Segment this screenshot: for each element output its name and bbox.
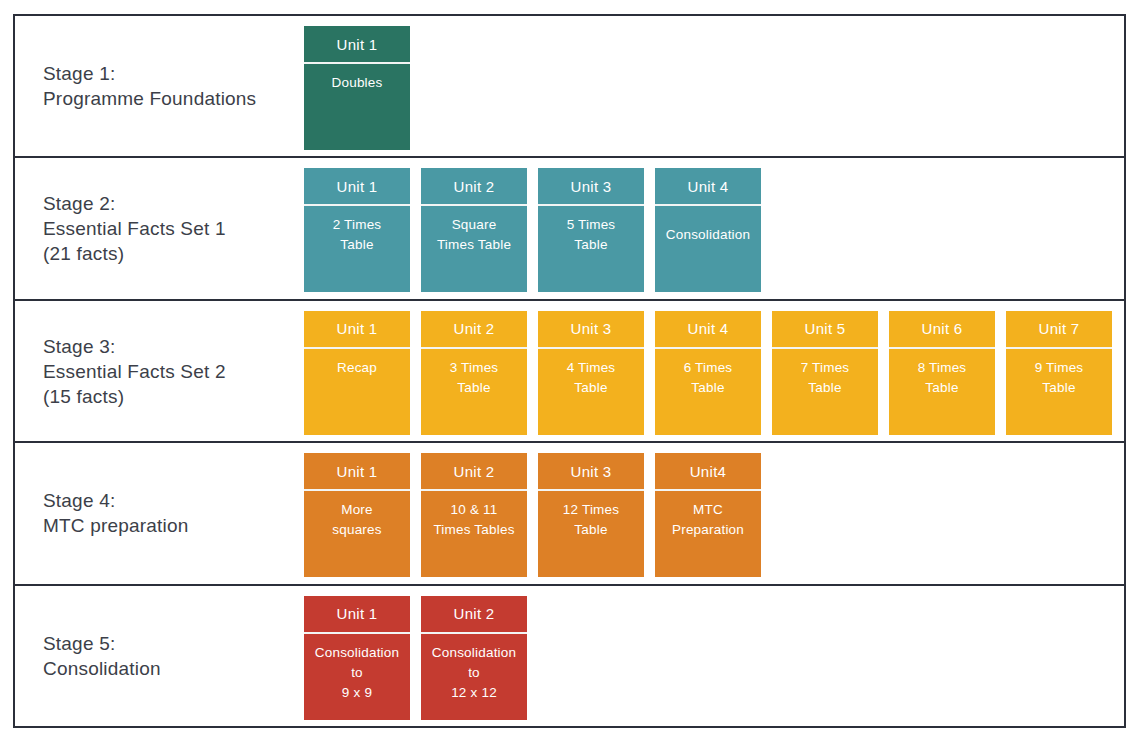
- stage-1-label: Stage 1: Programme Foundations: [43, 61, 256, 111]
- stage-row-3: Stage 3: Essential Facts Set 2 (15 facts…: [15, 301, 1124, 443]
- stage-row-1: Stage 1: Programme Foundations Unit 1 Do…: [15, 16, 1124, 158]
- unit-body: 10 & 11 Times Tables: [421, 491, 527, 540]
- unit-card-stage4-unit4: Unit4 MTC Preparation: [655, 453, 761, 577]
- programme-overview-diagram: Stage 1: Programme Foundations Unit 1 Do…: [0, 0, 1140, 748]
- unit-header: Unit 3: [538, 168, 644, 206]
- unit-card-stage2-unit1: Unit 1 2 Times Table: [304, 168, 410, 292]
- unit-header: Unit 2: [421, 453, 527, 491]
- stage-5-units: Unit 1 Consolidation to 9 x 9 Unit 2 Con…: [304, 586, 527, 726]
- unit-card-stage3-unit4: Unit 4 6 Times Table: [655, 311, 761, 435]
- unit-body: More squares: [304, 491, 410, 540]
- unit-card-stage4-unit2: Unit 2 10 & 11 Times Tables: [421, 453, 527, 577]
- unit-card-stage3-unit7: Unit 7 9 Times Table: [1006, 311, 1112, 435]
- stage-3-units: Unit 1 Recap Unit 2 3 Times Table Unit 3…: [304, 301, 1112, 441]
- unit-header: Unit 1: [304, 26, 410, 64]
- stage-2-label-cell: Stage 2: Essential Facts Set 1 (21 facts…: [15, 158, 304, 298]
- stage-2-units: Unit 1 2 Times Table Unit 2 Square Times…: [304, 158, 761, 298]
- unit-header: Unit 6: [889, 311, 995, 349]
- unit-body: 4 Times Table: [538, 349, 644, 398]
- unit-card-stage2-unit2: Unit 2 Square Times Table: [421, 168, 527, 292]
- unit-card-stage3-unit5: Unit 5 7 Times Table: [772, 311, 878, 435]
- unit-header: Unit 3: [538, 453, 644, 491]
- unit-card-stage4-unit3: Unit 3 12 Times Table: [538, 453, 644, 577]
- unit-card-stage3-unit6: Unit 6 8 Times Table: [889, 311, 995, 435]
- stage-row-2: Stage 2: Essential Facts Set 1 (21 facts…: [15, 158, 1124, 300]
- unit-body: Consolidation to 12 x 12: [421, 634, 527, 703]
- unit-body: 5 Times Table: [538, 206, 644, 255]
- stage-4-label: Stage 4: MTC preparation: [43, 488, 189, 538]
- stages-table: Stage 1: Programme Foundations Unit 1 Do…: [13, 14, 1126, 728]
- stage-3-label: Stage 3: Essential Facts Set 2 (15 facts…: [43, 334, 226, 409]
- unit-body: Recap: [304, 349, 410, 378]
- unit-body: 12 Times Table: [538, 491, 644, 540]
- unit-header: Unit 1: [304, 596, 410, 634]
- unit-header: Unit 1: [304, 168, 410, 206]
- stage-row-4: Stage 4: MTC preparation Unit 1 More squ…: [15, 443, 1124, 585]
- unit-body: MTC Preparation: [655, 491, 761, 540]
- stage-3-label-cell: Stage 3: Essential Facts Set 2 (15 facts…: [15, 301, 304, 441]
- unit-header: Unit 4: [655, 168, 761, 206]
- unit-card-stage4-unit1: Unit 1 More squares: [304, 453, 410, 577]
- unit-header: Unit 1: [304, 311, 410, 349]
- stage-5-label-cell: Stage 5: Consolidation: [15, 586, 304, 726]
- unit-header: Unit 3: [538, 311, 644, 349]
- stage-row-5: Stage 5: Consolidation Unit 1 Consolidat…: [15, 586, 1124, 726]
- unit-card-stage2-unit3: Unit 3 5 Times Table: [538, 168, 644, 292]
- unit-body: Consolidation to 9 x 9: [304, 634, 410, 703]
- unit-body: Doubles: [304, 64, 410, 93]
- unit-header: Unit 2: [421, 596, 527, 634]
- unit-header: Unit 2: [421, 311, 527, 349]
- unit-card-stage3-unit1: Unit 1 Recap: [304, 311, 410, 435]
- unit-card-stage3-unit2: Unit 2 3 Times Table: [421, 311, 527, 435]
- unit-body: 8 Times Table: [889, 349, 995, 398]
- unit-body: 9 Times Table: [1006, 349, 1112, 398]
- unit-header: Unit 4: [655, 311, 761, 349]
- stage-5-label: Stage 5: Consolidation: [43, 631, 161, 681]
- unit-card-stage1-unit1: Unit 1 Doubles: [304, 26, 410, 150]
- stage-1-label-cell: Stage 1: Programme Foundations: [15, 16, 304, 156]
- unit-body: 7 Times Table: [772, 349, 878, 398]
- unit-body: 2 Times Table: [304, 206, 410, 255]
- unit-card-stage5-unit2: Unit 2 Consolidation to 12 x 12: [421, 596, 527, 720]
- unit-card-stage2-unit4: Unit 4 Consolidation: [655, 168, 761, 292]
- unit-body: 3 Times Table: [421, 349, 527, 398]
- stage-4-units: Unit 1 More squares Unit 2 10 & 11 Times…: [304, 443, 761, 583]
- unit-header: Unit 2: [421, 168, 527, 206]
- unit-header: Unit 1: [304, 453, 410, 491]
- unit-card-stage5-unit1: Unit 1 Consolidation to 9 x 9: [304, 596, 410, 720]
- stage-2-label: Stage 2: Essential Facts Set 1 (21 facts…: [43, 191, 226, 266]
- unit-header: Unit 7: [1006, 311, 1112, 349]
- unit-body: 6 Times Table: [655, 349, 761, 398]
- unit-card-stage3-unit3: Unit 3 4 Times Table: [538, 311, 644, 435]
- stage-1-units: Unit 1 Doubles: [304, 16, 410, 156]
- unit-body: Consolidation: [655, 206, 761, 245]
- stage-4-label-cell: Stage 4: MTC preparation: [15, 443, 304, 583]
- unit-header: Unit4: [655, 453, 761, 491]
- unit-header: Unit 5: [772, 311, 878, 349]
- unit-body: Square Times Table: [421, 206, 527, 255]
